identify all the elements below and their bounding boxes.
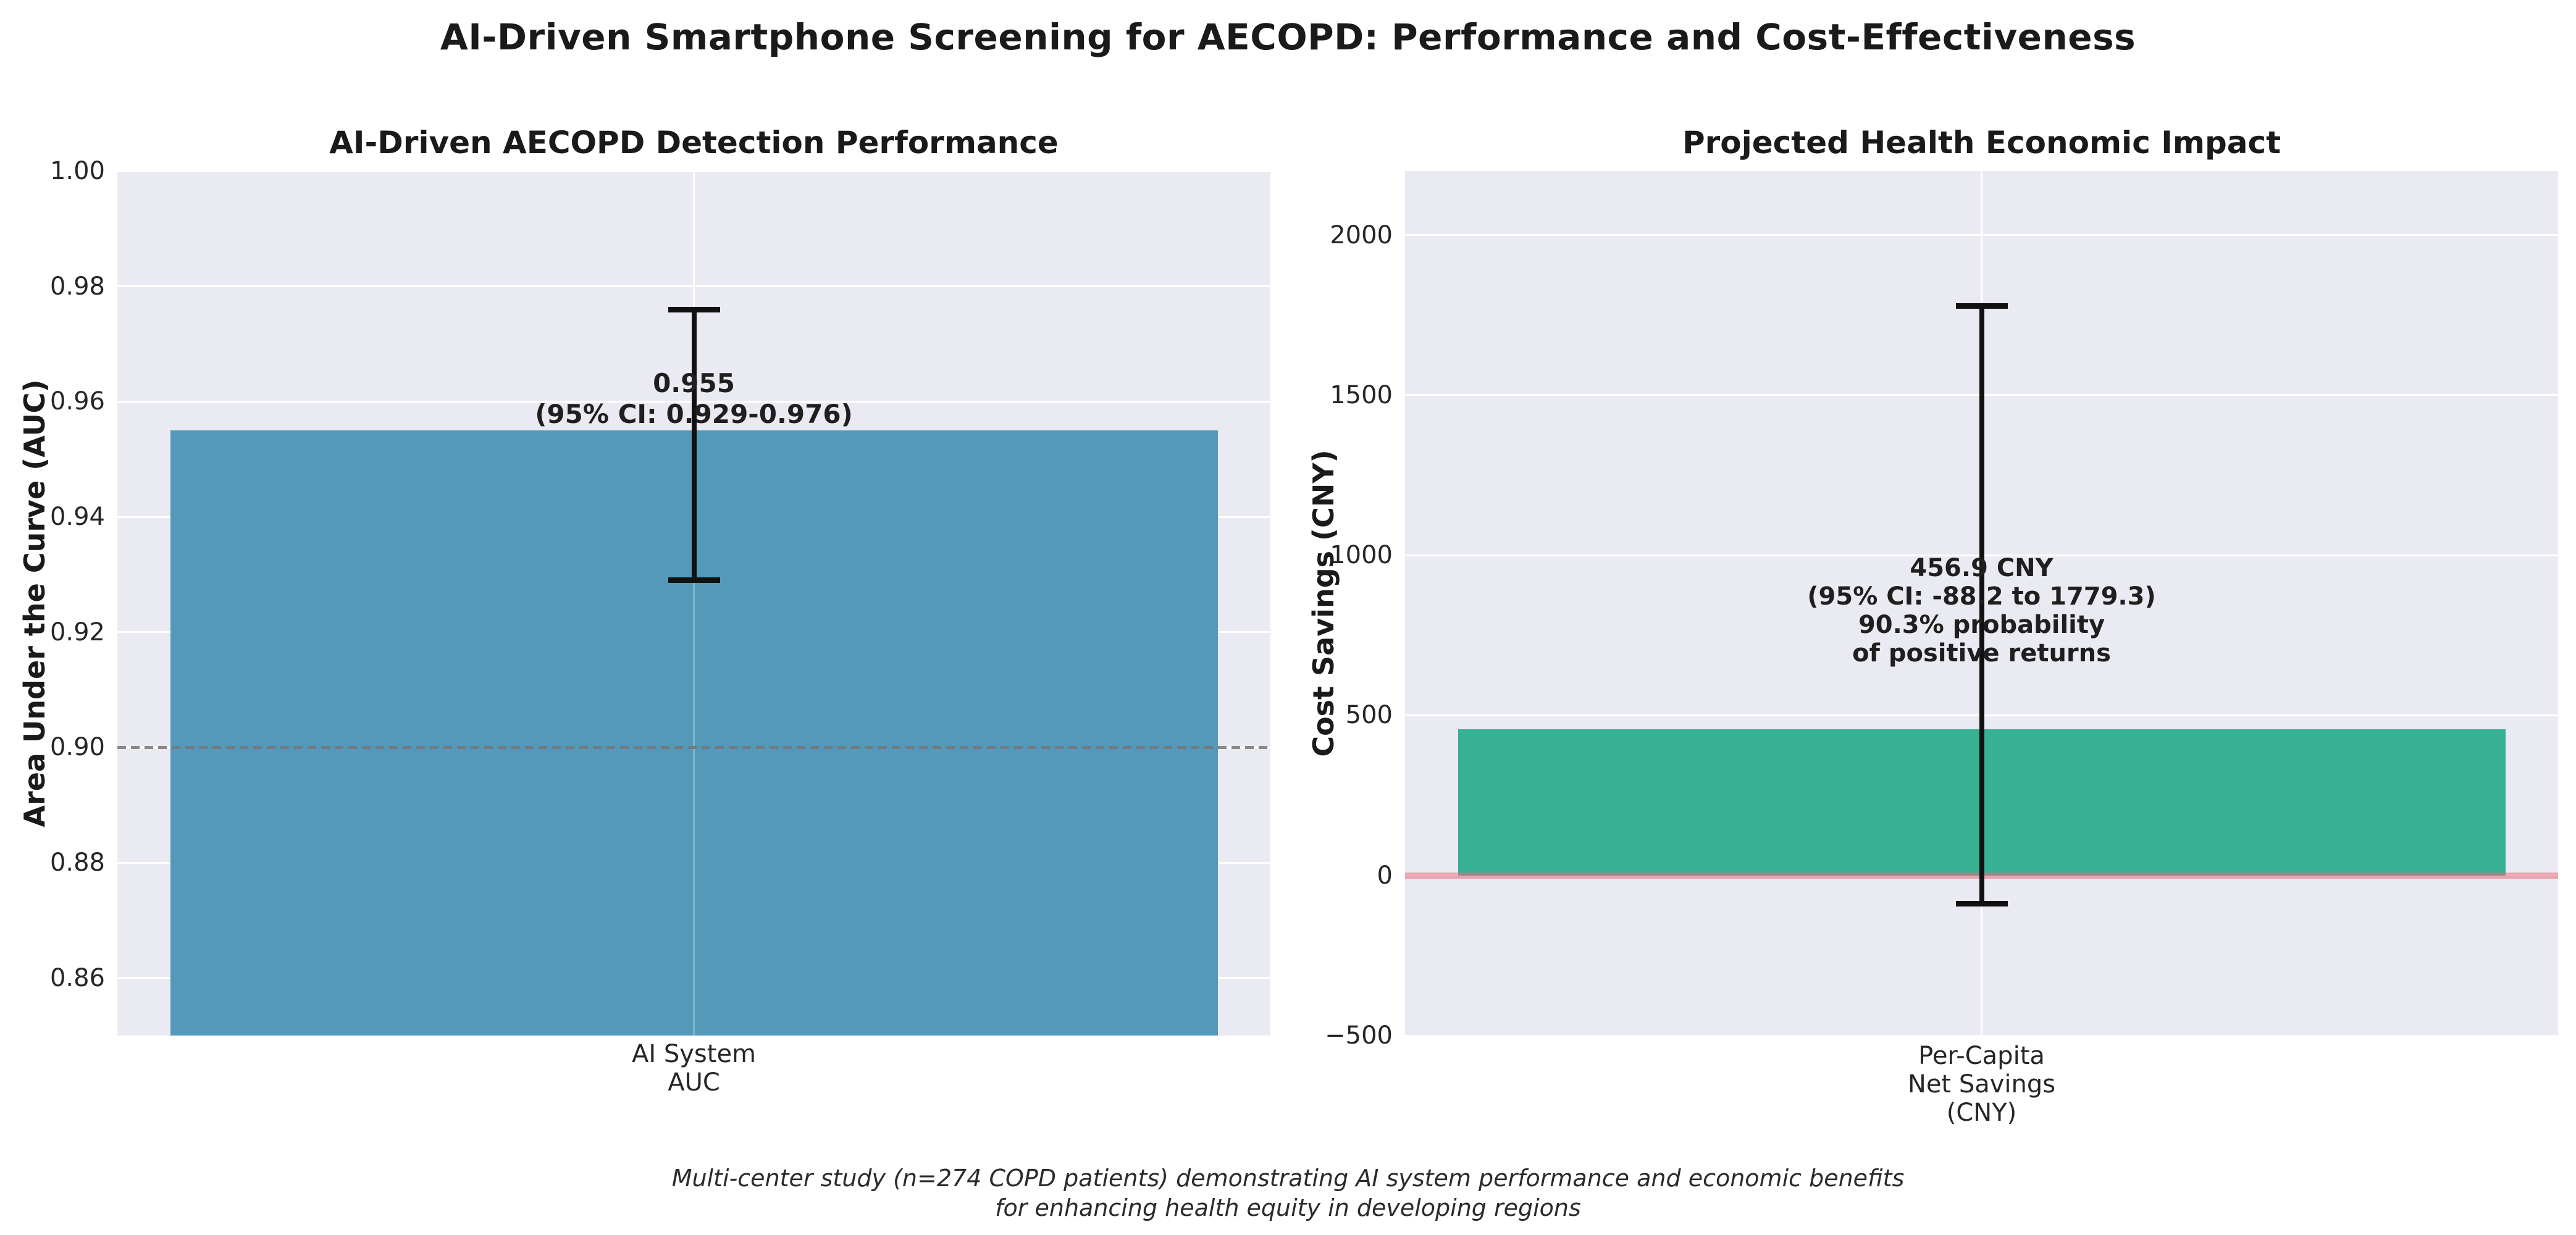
chart2-title: Projected Health Economic Impact xyxy=(1682,125,2281,161)
y-tick-label: 1000 xyxy=(1330,541,1393,570)
y-tick-label: 1500 xyxy=(1330,380,1393,409)
chart1-title: AI-Driven AECOPD Detection Performance xyxy=(329,125,1059,161)
y-tick-label: 0.94 xyxy=(49,503,105,531)
figure-caption-line1: Multi-center study (n=274 COPD patients)… xyxy=(671,1165,1905,1192)
x-tick-label: Per-Capita Net Savings (CNY) xyxy=(1908,1042,2055,1127)
x-tick-label-line: AUC xyxy=(668,1068,720,1097)
x-tick-label: AI System AUC xyxy=(632,1040,756,1097)
value-annotation-line: (95% CI: 0.929-0.976) xyxy=(535,399,853,429)
value-annotation: 456.9 CNY (95% CI: -88.2 to 1779.3) 90.3% … xyxy=(1807,554,2156,668)
error-bar-line xyxy=(691,309,697,580)
gridline-vertical-overlay xyxy=(693,430,695,1036)
error-bar-line xyxy=(1979,306,1984,904)
error-bar-cap-bottom xyxy=(668,577,720,584)
y-tick-label: 0.90 xyxy=(49,733,105,762)
reference-line-dashed xyxy=(117,745,1270,749)
x-tick-label-line: AI System xyxy=(631,1040,757,1068)
y-tick-label: 0.86 xyxy=(49,963,105,992)
y-tick-label: −500 xyxy=(1325,1021,1393,1050)
y-tick-label: 0.96 xyxy=(49,387,105,416)
value-annotation-line: (95% CI: -88.2 to 1779.3) xyxy=(1807,582,2156,611)
y-tick-label: 0.98 xyxy=(49,272,105,301)
value-annotation-line: 90.3% probability xyxy=(1858,611,2105,639)
error-bar-cap-top xyxy=(668,306,720,312)
y-tick-label: 0.88 xyxy=(49,848,105,877)
figure-caption-line2: for enhancing health equity in developin… xyxy=(995,1194,1581,1221)
y-tick-label: 1.00 xyxy=(49,157,105,185)
error-bar-cap-top xyxy=(1955,303,2008,309)
figure-suptitle: AI-Driven Smartphone Screening for AECOP… xyxy=(440,16,2136,58)
x-tick-label-line: Per-Capita xyxy=(1918,1042,2045,1070)
y-tick-label: 500 xyxy=(1345,701,1393,730)
value-annotation-line: 456.9 CNY xyxy=(1910,554,2054,582)
y-tick-label: 0.92 xyxy=(49,618,105,647)
error-bar-cap-bottom xyxy=(1955,900,2008,906)
y-tick-label: 0 xyxy=(1377,861,1393,890)
gridline-horizontal xyxy=(1405,1034,2558,1037)
value-annotation-line: 0.955 xyxy=(653,368,735,398)
y-tick-label: 2000 xyxy=(1330,220,1393,249)
x-tick-label-line: (CNY) xyxy=(1946,1099,2017,1127)
value-annotation: 0.955 (95% CI: 0.929-0.976) xyxy=(535,368,853,430)
value-annotation-line: of positive returns xyxy=(1852,639,2111,668)
x-tick-label-line: Net Savings xyxy=(1907,1070,2056,1099)
